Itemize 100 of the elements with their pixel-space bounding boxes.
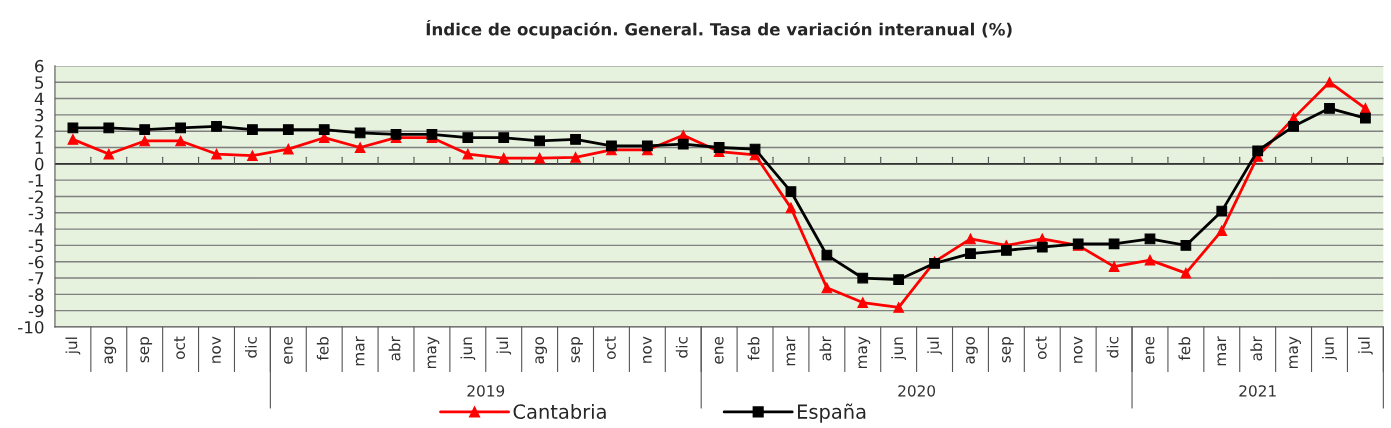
point bbox=[1216, 205, 1228, 217]
point bbox=[103, 148, 115, 160]
x-tick-label: feb bbox=[316, 336, 329, 361]
point bbox=[893, 274, 905, 286]
point bbox=[1144, 233, 1156, 245]
legend-label: Cantabria bbox=[513, 403, 606, 419]
point bbox=[534, 152, 546, 164]
point bbox=[785, 186, 797, 197]
point bbox=[282, 124, 294, 135]
x-tick-label: nov bbox=[643, 336, 652, 363]
x-tick-label: may bbox=[427, 336, 440, 369]
point bbox=[247, 124, 258, 135]
point bbox=[103, 122, 115, 134]
x-tick-label: feb bbox=[1178, 336, 1191, 361]
point bbox=[570, 133, 581, 145]
point bbox=[175, 135, 186, 147]
point bbox=[1108, 238, 1120, 250]
point bbox=[390, 129, 402, 140]
point bbox=[282, 143, 294, 155]
point bbox=[857, 272, 869, 284]
x-tick-label: abr bbox=[819, 336, 832, 361]
x-tick-label: oct bbox=[174, 336, 186, 360]
x-tick-label: sep bbox=[140, 336, 153, 363]
point bbox=[1360, 112, 1371, 124]
y-tick-label: -7 bbox=[28, 272, 44, 285]
point bbox=[893, 302, 905, 313]
x-tick-label: abr bbox=[1250, 336, 1263, 361]
point bbox=[821, 282, 833, 294]
point bbox=[534, 135, 546, 147]
x-tick-label: oct bbox=[604, 336, 616, 360]
y-tick-label: -2 bbox=[28, 190, 43, 203]
x-tick-label: nov bbox=[1073, 336, 1083, 363]
text: 2019 bbox=[467, 385, 505, 397]
point bbox=[1144, 254, 1156, 266]
point bbox=[67, 133, 79, 145]
legend-label: España bbox=[798, 403, 866, 423]
point bbox=[1324, 102, 1335, 114]
y-tick-label: -9 bbox=[28, 304, 44, 318]
point bbox=[713, 142, 725, 153]
y-tick-label: 6 bbox=[35, 59, 44, 73]
point bbox=[821, 249, 833, 261]
x-tick-label: nov bbox=[212, 336, 221, 363]
x-tick-label: jun bbox=[891, 337, 907, 361]
point bbox=[1324, 76, 1335, 88]
x-tick-label: jul bbox=[65, 337, 81, 355]
y-tick-label: 3 bbox=[35, 108, 44, 122]
point bbox=[857, 297, 869, 308]
x-tick-label: ene bbox=[714, 336, 724, 364]
point bbox=[785, 202, 797, 214]
text: 2021 bbox=[1239, 385, 1276, 397]
x-tick-label: ago bbox=[104, 336, 117, 364]
y-tick-label: -5 bbox=[28, 239, 44, 252]
x-tick-label: ene bbox=[283, 336, 293, 364]
x-tick-label: abr bbox=[388, 336, 401, 361]
y-tick-label: 1 bbox=[35, 141, 43, 154]
point bbox=[211, 120, 222, 132]
point bbox=[211, 148, 222, 160]
point bbox=[462, 132, 474, 144]
x-tick-label: dic bbox=[1106, 337, 1119, 358]
y-tick-label: 4 bbox=[34, 92, 44, 105]
y-tick-label: -3 bbox=[28, 206, 44, 220]
point bbox=[965, 233, 976, 245]
point bbox=[965, 248, 976, 259]
y-tick-label: 2 bbox=[35, 125, 43, 138]
x-tick-label: jul bbox=[1358, 337, 1373, 355]
y-tick-label: 5 bbox=[35, 76, 44, 89]
point bbox=[1216, 225, 1228, 237]
point bbox=[606, 140, 617, 152]
x-tick-label: sep bbox=[571, 336, 583, 363]
x-tick-label: mar bbox=[355, 336, 365, 366]
point bbox=[749, 143, 761, 155]
point bbox=[677, 138, 689, 150]
x-tick-label: jun bbox=[1322, 337, 1337, 361]
point bbox=[175, 122, 186, 134]
point bbox=[1036, 241, 1048, 253]
point bbox=[1180, 267, 1192, 279]
point bbox=[1108, 261, 1120, 272]
point bbox=[1288, 120, 1299, 132]
point bbox=[318, 124, 330, 135]
point bbox=[354, 142, 366, 153]
point bbox=[498, 132, 510, 144]
x-tick-label: sep bbox=[1002, 336, 1014, 363]
point bbox=[1180, 240, 1192, 251]
point bbox=[354, 127, 366, 139]
x-tick-label: jul bbox=[927, 337, 942, 355]
x-tick-label: oct bbox=[1035, 336, 1047, 360]
point bbox=[1252, 145, 1264, 157]
x-tick-label: dic bbox=[245, 337, 257, 358]
x-tick-label: ago bbox=[966, 336, 978, 364]
point bbox=[462, 148, 474, 160]
point bbox=[641, 140, 653, 152]
text: 2020 bbox=[898, 385, 936, 397]
point bbox=[139, 124, 151, 135]
x-tick-label: may bbox=[858, 336, 871, 369]
point bbox=[247, 150, 258, 162]
x-tick-label: dic bbox=[675, 337, 688, 358]
x-tick-label: mar bbox=[786, 336, 796, 366]
chart-title: Índice de ocupación. General. Tasa de variación interanual (%) bbox=[426, 19, 1012, 39]
x-tick-label: feb bbox=[747, 336, 760, 361]
x-tick-label: jun bbox=[460, 337, 476, 361]
